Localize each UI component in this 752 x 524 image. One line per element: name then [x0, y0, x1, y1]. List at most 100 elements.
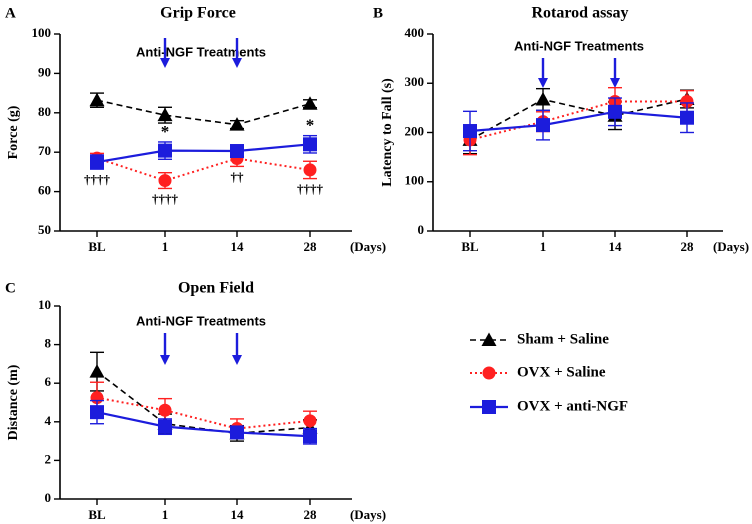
treatment-label: Anti-NGF Treatments [136, 313, 266, 328]
series-line [96, 143, 311, 164]
significance-mark: †††† [152, 191, 179, 206]
y-tick-label: 200 [405, 123, 425, 138]
series-sham [89, 92, 318, 131]
data-point [89, 364, 105, 378]
data-point [229, 117, 245, 131]
x-tick-label: 28 [304, 239, 318, 254]
treatment-arrow-icon [538, 78, 548, 88]
significance-mark: * [161, 122, 170, 141]
x-tick-label: 1 [162, 239, 169, 254]
series-line [96, 157, 311, 182]
y-axis-label: Distance (m) [6, 364, 21, 440]
data-point [303, 414, 317, 428]
y-tick-label: 60 [38, 183, 51, 198]
series-line [96, 396, 311, 430]
data-point [230, 144, 244, 159]
x-unit-label: (Days) [350, 507, 386, 522]
treatment-arrow-icon [160, 58, 170, 68]
y-tick-label: 100 [405, 173, 425, 188]
chart-title: Open Field [178, 280, 254, 297]
data-point [158, 174, 172, 188]
data-point [303, 137, 317, 152]
data-point [535, 92, 551, 106]
data-point [463, 124, 477, 139]
treatment-label: Anti-NGF Treatments [514, 38, 644, 53]
panel-a: A Grip Force 50 60 70 80 90 100 Force (g) BL 1 14 28… [5, 5, 386, 254]
panel-letter: C [5, 280, 16, 296]
legend-label: OVX + Saline [517, 364, 606, 380]
y-tick-label: 400 [405, 25, 425, 40]
x-tick-label: 14 [609, 239, 623, 254]
legend-item-sham: Sham + Saline [470, 331, 609, 347]
chart-title: Grip Force [160, 5, 236, 22]
x-unit-label: (Days) [713, 239, 749, 254]
significance-mark: †† [231, 169, 245, 184]
y-tick-label: 70 [38, 143, 51, 158]
y-tick-label: 0 [45, 490, 52, 505]
data-point [158, 143, 172, 158]
series-line [96, 411, 311, 438]
x-tick-label: 28 [681, 239, 695, 254]
series-sham [89, 351, 318, 442]
y-tick-label: 10 [38, 297, 51, 312]
legend-marker [481, 332, 497, 346]
y-axis-label: Force (g) [6, 105, 21, 159]
x-tick-label: 1 [540, 239, 547, 254]
series-sham [462, 87, 695, 155]
x-tick-label: BL [88, 507, 106, 522]
series-line [469, 110, 688, 133]
data-point [90, 405, 104, 420]
x-tick-label: 28 [304, 507, 318, 522]
legend-item-ovx-saline: OVX + Saline [470, 364, 606, 380]
data-point [608, 104, 622, 119]
data-point [89, 92, 105, 107]
x-tick-label: 14 [231, 507, 245, 522]
panel-b: B Rotarod assay 0 100 200 300 400 Latency to Fa… [373, 5, 749, 254]
y-tick-label: 2 [45, 451, 52, 466]
panel-letter: B [373, 5, 383, 21]
y-axis-label: Latency to Fall (s) [380, 78, 395, 187]
data-point [536, 118, 550, 133]
x-unit-label: (Days) [350, 239, 386, 254]
legend-marker [482, 366, 496, 380]
series-ovx-antingf [90, 134, 317, 170]
data-point [230, 425, 244, 440]
data-point [157, 107, 173, 122]
significance-mark: * [306, 116, 315, 135]
treatment-arrow-icon [232, 58, 242, 68]
data-point [680, 110, 694, 125]
y-tick-label: 100 [32, 25, 52, 40]
x-tick-label: BL [461, 239, 479, 254]
significance-mark: †††† [297, 182, 324, 197]
legend-item-ovx-antingf: OVX + anti-NGF [470, 398, 628, 414]
legend-label: OVX + anti-NGF [517, 398, 628, 414]
x-tick-label: 1 [162, 507, 169, 522]
y-tick-label: 0 [418, 222, 425, 237]
series-line [96, 370, 311, 435]
x-tick-label: 14 [231, 239, 245, 254]
data-point [302, 96, 318, 110]
legend-label: Sham + Saline [517, 331, 609, 347]
x-tick-label: BL [88, 239, 106, 254]
series-line [469, 100, 687, 141]
data-point [158, 403, 172, 417]
legend: Sham + Saline OVX + Saline OVX + anti-NGF [470, 331, 628, 414]
series-ovx-antingf [90, 399, 317, 445]
series-ovx-saline [463, 86, 694, 156]
y-tick-label: 50 [38, 222, 51, 237]
y-tick-label: 90 [38, 64, 51, 79]
chart-title: Rotarod assay [531, 5, 628, 22]
data-point [158, 419, 172, 434]
y-tick-label: 300 [405, 74, 425, 89]
series-ovx-saline [90, 149, 317, 190]
legend-marker [482, 400, 496, 414]
y-tick-label: 4 [45, 413, 52, 428]
y-tick-label: 8 [45, 336, 52, 351]
data-point [303, 163, 317, 177]
treatment-arrow-icon [160, 355, 170, 365]
data-point [303, 429, 317, 444]
panel-c: C Open Field 0 2 4 6 8 10 Distance (m) BL 1 14 28 (Da… [5, 280, 386, 522]
series-line [96, 99, 311, 126]
data-point [680, 94, 694, 108]
